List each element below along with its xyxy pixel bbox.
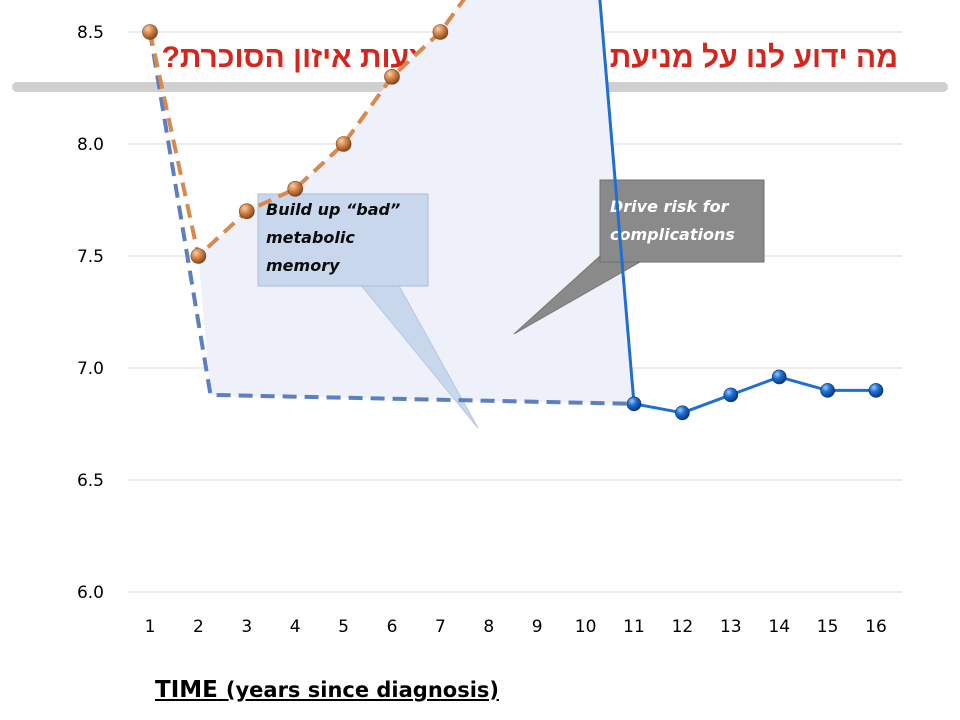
x-tick-label: 7 [435, 617, 446, 637]
series-markers [142, 24, 884, 421]
x-tick-label: 10 [575, 617, 597, 637]
x-tick-label: 9 [532, 617, 543, 637]
y-tick-label: 8.5 [77, 23, 104, 43]
poor-control-marker [335, 136, 352, 152]
x-axis-title: TIME (years since diagnosis) [155, 672, 499, 708]
poor-control-marker [287, 181, 304, 197]
target-baseline-dashed [148, 31, 635, 406]
x-tick-label: 3 [241, 617, 252, 637]
x-axis-title-main: TIME [155, 677, 218, 703]
poor-control-marker [190, 248, 207, 264]
callouts: Build up “bad” metabolic memory Drive risk … [257, 179, 765, 429]
poor-control-marker [142, 24, 158, 40]
x-tick-labels: 1 2 3 4 5 6 7 8 9 10 11 12 13 14 15 16 [145, 617, 887, 637]
intensive-control-marker [723, 387, 739, 403]
risk-text: Drive risk for [610, 197, 730, 216]
poor-control-marker [239, 203, 255, 219]
intensive-control-marker [771, 369, 787, 385]
x-axis-title-sub: (years since diagnosis) [225, 678, 499, 702]
y-tick-label: 6.5 [77, 471, 104, 491]
y-tick-label: 8.0 [77, 135, 104, 155]
risk-callout [599, 179, 765, 263]
x-tick-label: 11 [623, 617, 645, 637]
metabolic-memory-text: Build up “bad” [266, 200, 400, 219]
y-tick-label: 6.0 [77, 583, 104, 603]
intensive-control-marker [675, 405, 690, 421]
poor-control-marker [384, 69, 400, 85]
x-tick-label: 6 [387, 617, 398, 637]
risk-text: complications [610, 225, 735, 244]
metabolic-memory-callout [257, 193, 429, 287]
x-tick-label: 13 [720, 617, 742, 637]
x-tick-label: 4 [290, 617, 301, 637]
metabolic-memory-text: memory [266, 256, 340, 275]
x-tick-label: 2 [193, 617, 204, 637]
metabolic-memory-text: metabolic [266, 228, 355, 247]
poor-control-marker [432, 24, 449, 40]
intensive-control-marker [868, 383, 884, 398]
x-tick-label: 12 [672, 617, 694, 637]
y-tick-labels: 6.06.57.07.58.08.59.09.5 [77, 23, 104, 603]
y-tick-label: 7.5 [77, 247, 104, 267]
x-tick-label: 15 [817, 617, 839, 637]
intensive-control-marker [820, 383, 835, 398]
x-tick-label: 1 [145, 617, 156, 637]
x-tick-label: 14 [768, 617, 790, 637]
intensive-control-marker [626, 396, 642, 412]
x-tick-label: 16 [865, 617, 887, 637]
x-tick-label: 8 [483, 617, 494, 637]
y-tick-label: 7.0 [77, 359, 104, 379]
x-tick-label: 5 [338, 617, 349, 637]
